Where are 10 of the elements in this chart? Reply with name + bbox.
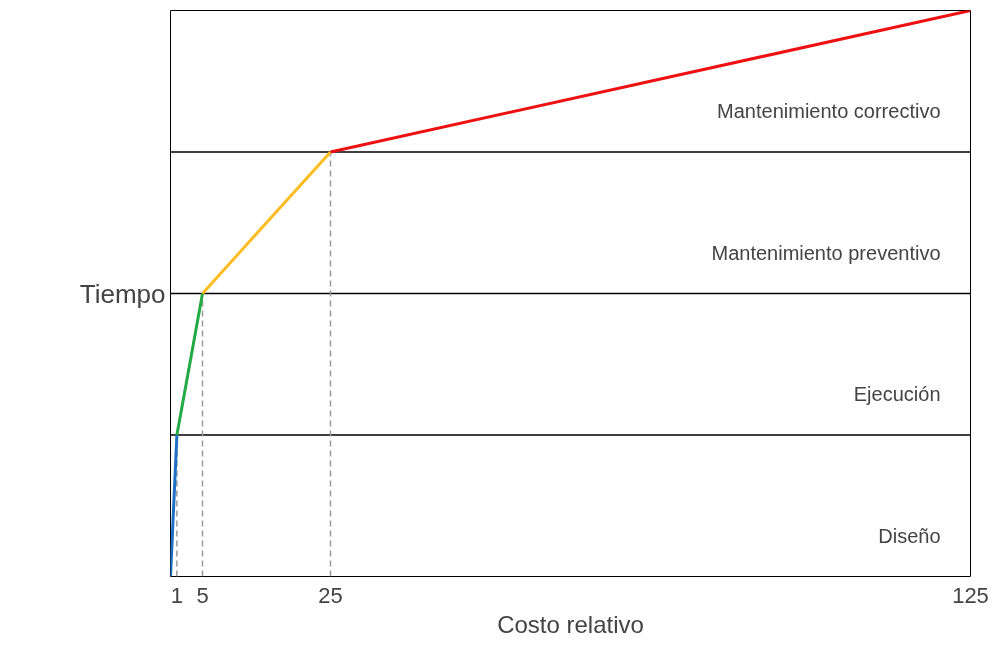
x-tick-label: 25 xyxy=(318,582,343,608)
x-tick-label: 125 xyxy=(952,582,989,608)
annotation: Mantenimiento correctivo xyxy=(717,100,941,123)
x-tick-label: 1 xyxy=(170,582,184,608)
y-axis-title: Tiempo xyxy=(79,278,166,309)
annotation: Mantenimiento preventivo xyxy=(711,241,941,264)
annotation: Ejecución xyxy=(853,383,941,406)
x-tick-label: 5 xyxy=(196,582,209,608)
annotation: Diseño xyxy=(878,524,941,547)
x-axis-title: Costo relativo xyxy=(497,610,644,638)
